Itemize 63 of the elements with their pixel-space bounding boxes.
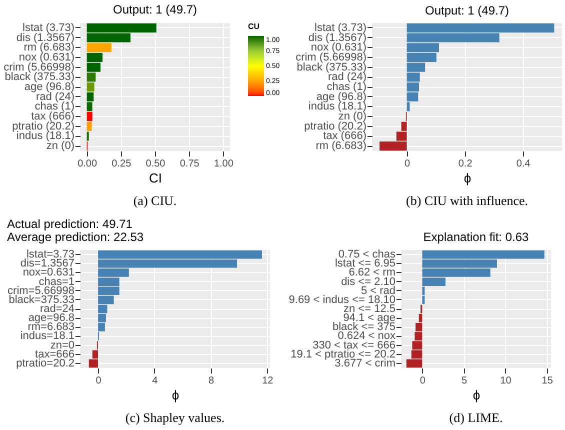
x-tick-label: 5 <box>461 376 468 386</box>
y-tick-label: rm (6.683) <box>316 140 366 152</box>
x-tick-label: 0.2 <box>458 158 473 170</box>
y-tick-label: age (96.8) <box>316 90 366 103</box>
y-tick-label: dis (1.3567) <box>16 32 74 44</box>
y-tick-label: crim (5.66998) <box>4 61 74 74</box>
x-tick-label: 1.00 <box>214 158 234 170</box>
bar <box>86 112 92 122</box>
y-tick-label: chas (1) <box>326 81 366 93</box>
bar <box>86 82 94 92</box>
y-tick-label: chas (1) <box>34 100 74 113</box>
y-tick-label: dis (1.3567) <box>308 32 366 44</box>
y-tick-label: zn <= 12.5 <box>344 303 396 315</box>
x-axis-title: ϕ <box>464 170 472 186</box>
y-tick-label: indus (18.1) <box>16 130 74 142</box>
x-tick-label: 0.75 <box>180 158 200 170</box>
y-tick-label: chas=1 <box>38 276 74 288</box>
text: (d) LIME. <box>449 410 503 425</box>
y-tick-label: nox (0.631) <box>18 51 74 64</box>
y-tick-label: rad (24) <box>36 90 74 103</box>
chart-title: Explanation fit: 0.63 <box>423 230 530 244</box>
bar <box>86 72 96 82</box>
y-tick-label: zn (0) <box>46 140 74 152</box>
color-bar-title: CU <box>248 22 260 31</box>
bar <box>86 122 92 131</box>
chart-title: Output: 1 (49.7) <box>424 3 510 18</box>
x-tick-label: 0 <box>420 376 426 386</box>
y-tick-label: crim (5.66998) <box>296 51 366 64</box>
y-tick-label: age (96.8) <box>24 81 74 93</box>
y-tick-label: rad (24) <box>328 71 366 84</box>
y-tick-label: black (375.33) <box>4 71 74 84</box>
text: (b) CIU with influence. <box>406 193 528 208</box>
x-tick-label: 0.25 <box>112 158 132 170</box>
x-tick-label: 0.4 <box>516 158 531 170</box>
y-tick-label: ptratio=20.2 <box>16 357 74 370</box>
y-tick-label: lstat (3.73) <box>314 22 366 34</box>
y-tick-label: ptratio (20.2) <box>304 120 366 132</box>
x-axis-title: CI <box>149 170 162 186</box>
y-tick-label: age=96.8 <box>28 312 74 324</box>
x-tick-label: 0 <box>404 158 411 170</box>
y-tick-label: 0.624 < nox <box>338 330 396 342</box>
x-axis-title: ϕ <box>472 388 480 402</box>
x-tick-label: 15 <box>542 376 554 386</box>
y-tick-label: rad=24 <box>40 303 74 315</box>
y-tick-label: tax (666) <box>31 110 74 123</box>
x-tick-label: 0.50 <box>146 158 166 170</box>
x-tick-label: 8 <box>208 376 215 386</box>
bar <box>86 43 112 52</box>
x-tick-label: 12 <box>262 376 274 386</box>
x-axis-title: ϕ <box>172 388 180 402</box>
text: (a) CIU. <box>133 193 177 208</box>
x-tick-label: 0 <box>96 376 102 386</box>
chart-title: Output: 1 (49.7) <box>112 2 198 16</box>
x-tick-label: 4 <box>152 376 158 386</box>
y-tick-label: indus (18.1) <box>308 100 366 113</box>
x-tick-label: 0.00 <box>78 158 98 170</box>
text: (c) Shapley values. <box>125 410 225 425</box>
y-tick-label: ptratio (20.2) <box>12 120 74 132</box>
y-tick-label: lstat (3.73) <box>22 22 74 34</box>
chart-title: Actual prediction: 49.71 <box>7 217 133 232</box>
chart-subtitle: Average prediction: 22.53 <box>7 230 144 244</box>
x-tick-label: 10 <box>500 376 512 386</box>
y-tick-label: zn (0) <box>338 110 366 123</box>
